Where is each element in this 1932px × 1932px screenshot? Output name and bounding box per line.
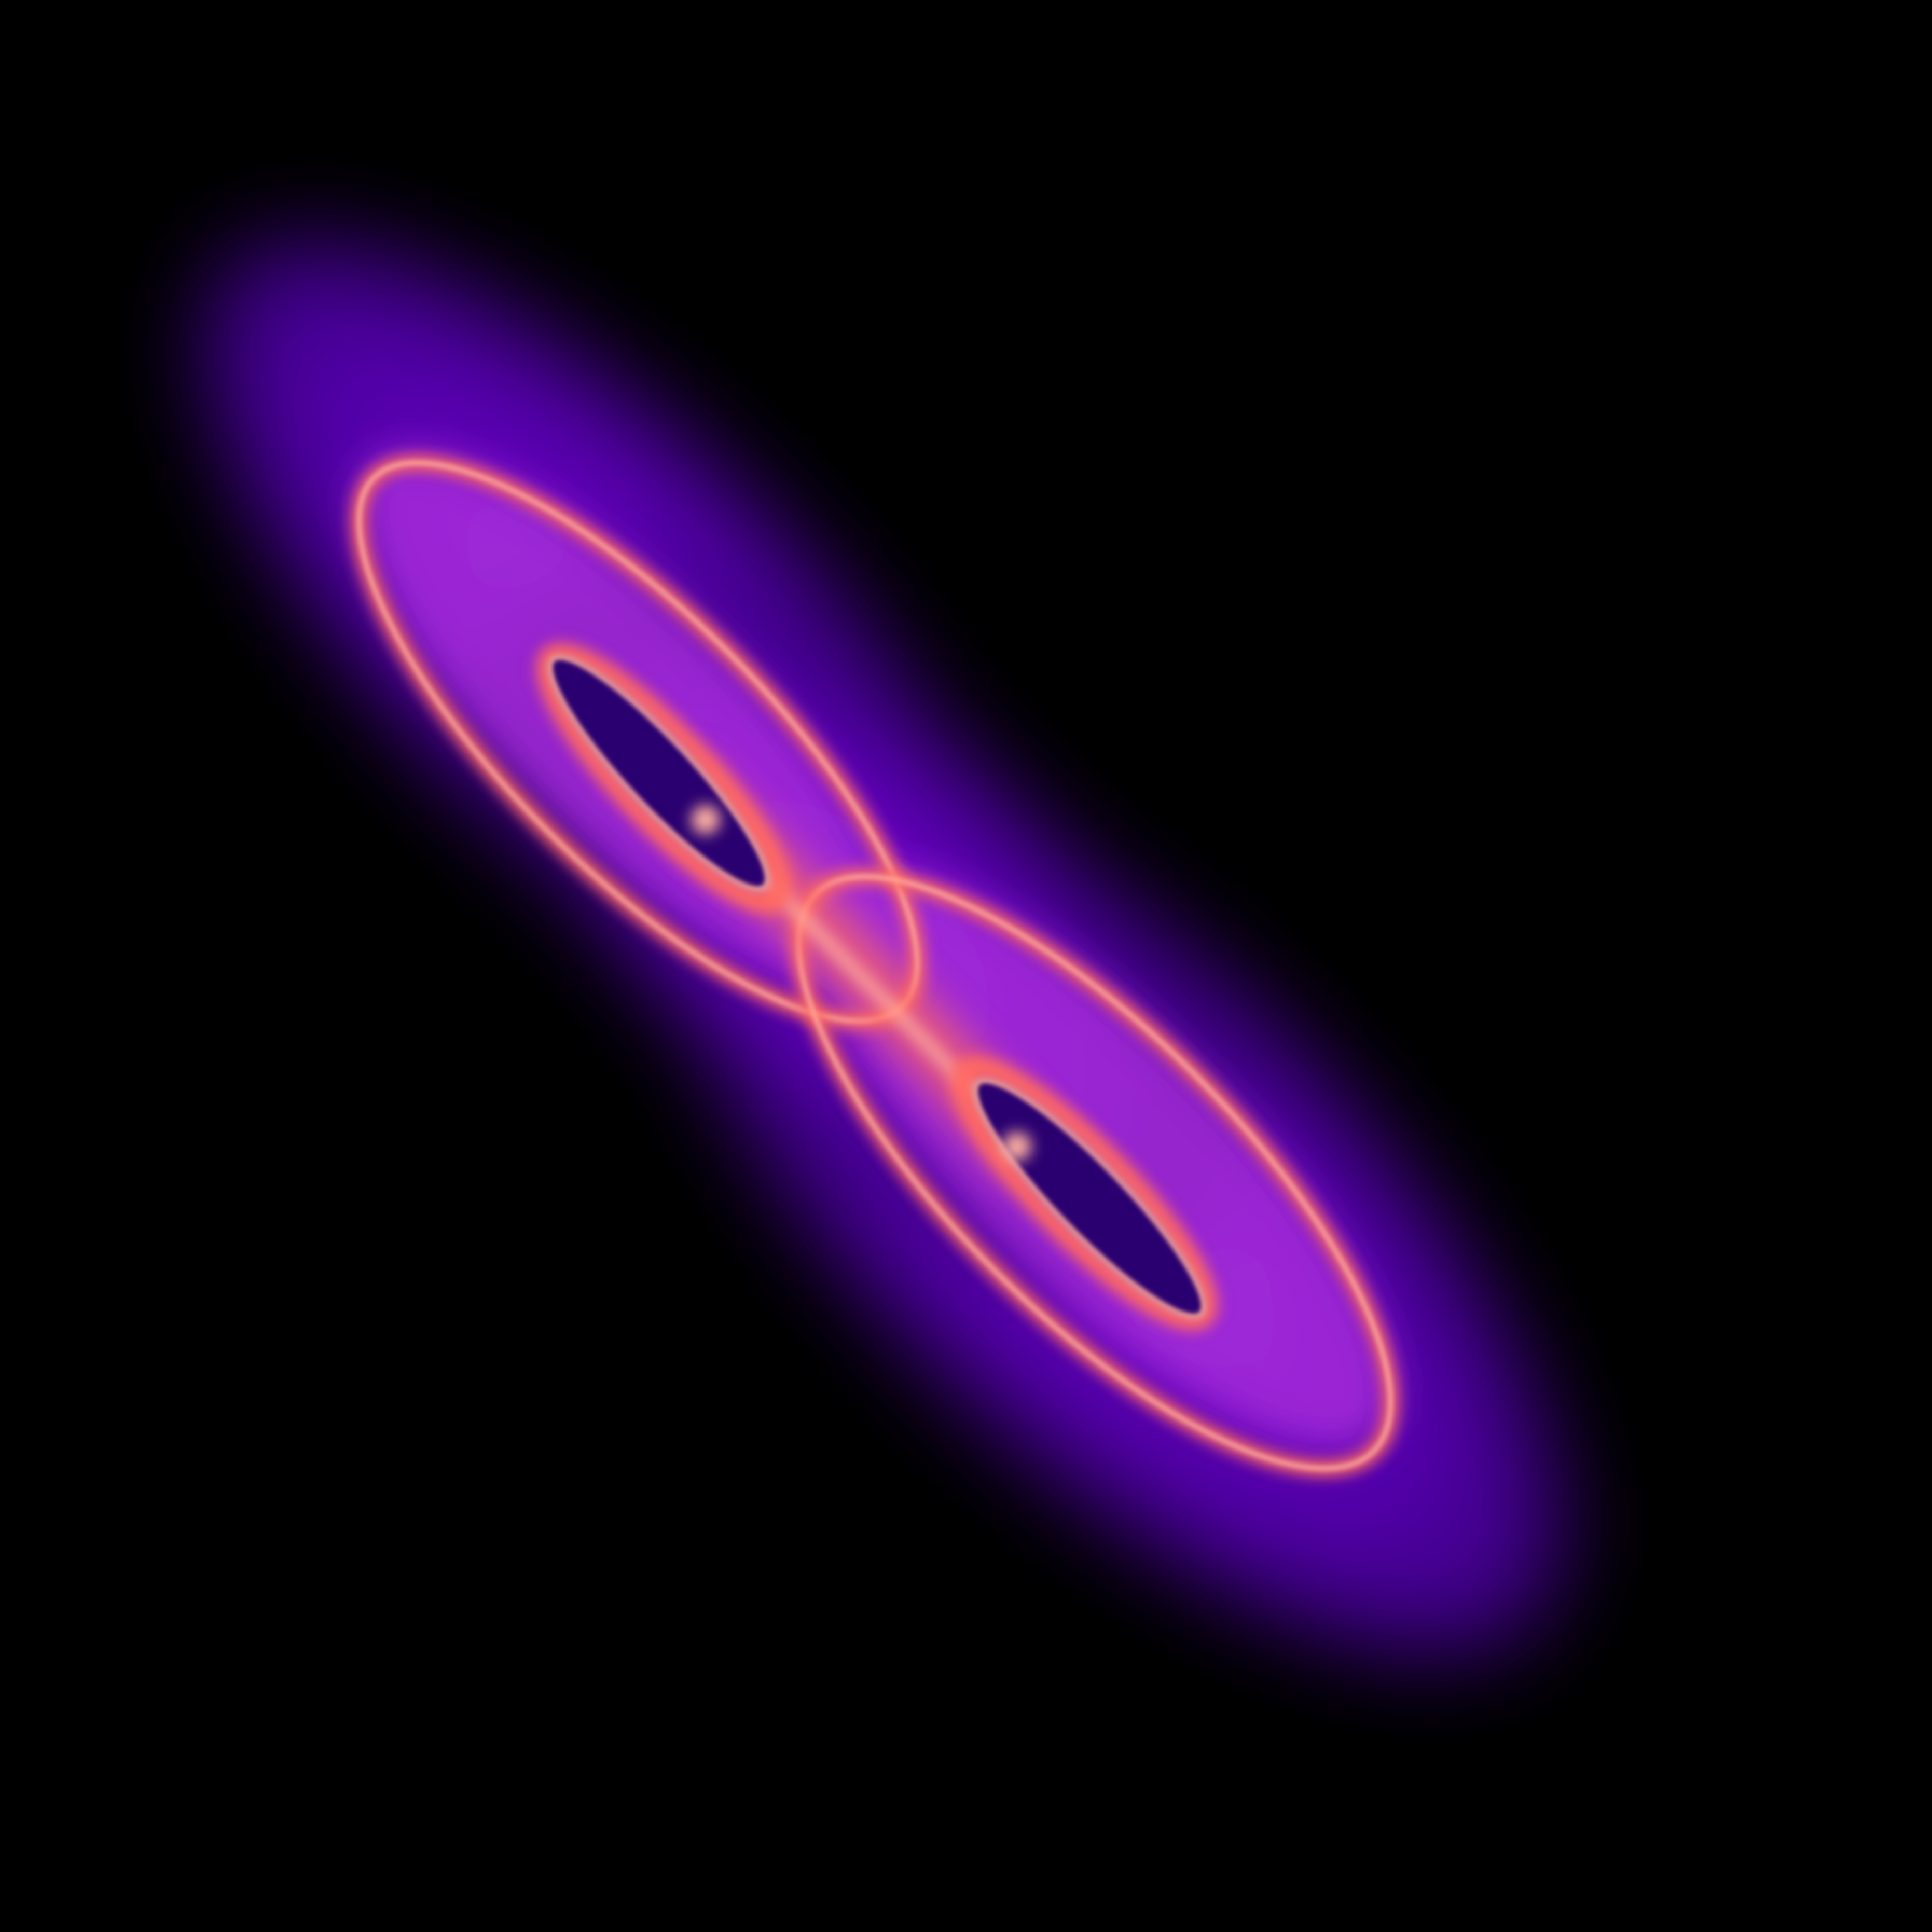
upper-cusp — [691, 805, 720, 834]
lower-eye-hole — [975, 1080, 1204, 1317]
upper-eye-rim — [547, 654, 770, 892]
upper-eye-rim-glow — [536, 643, 792, 914]
lower-eye-rim-glow — [951, 1056, 1218, 1331]
cusp-highlights — [691, 805, 1031, 1161]
lower-eye-rim — [972, 1078, 1207, 1319]
lower-cusp — [1002, 1132, 1031, 1161]
